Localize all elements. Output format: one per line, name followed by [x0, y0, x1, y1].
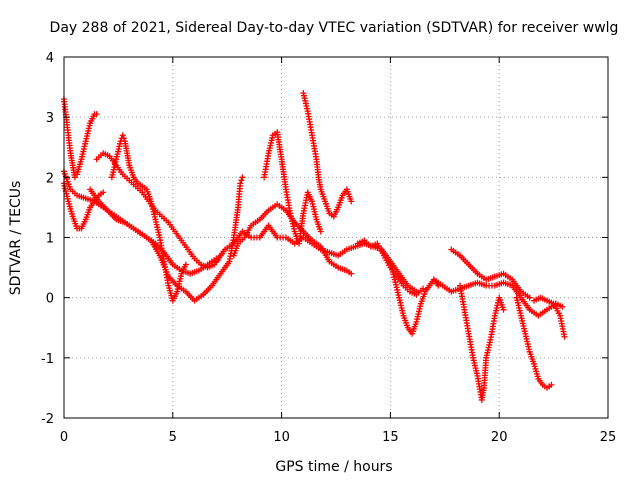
chart-title: Day 288 of 2021, Sidereal Day-to-day VTE…	[50, 20, 619, 36]
data-point	[317, 228, 324, 235]
data-point	[561, 333, 568, 340]
data-point	[239, 174, 246, 181]
series-track-1	[61, 96, 100, 181]
y-tick-label: 0	[46, 292, 54, 307]
series-track-9	[300, 90, 355, 220]
x-tick-label: 25	[600, 430, 617, 445]
y-tick-label: -1	[41, 352, 54, 367]
series-track-16	[513, 294, 555, 391]
x-tick-label: 10	[273, 430, 290, 445]
data-point	[238, 177, 245, 184]
data-point	[526, 294, 533, 301]
data-point	[100, 189, 107, 196]
data-point	[119, 132, 126, 139]
axis-ticks: 0 5 10 15 20 25 -2 -1 0 1 2 3 4	[41, 51, 616, 445]
x-axis-label: GPS time / hours	[275, 459, 392, 475]
data-markers	[61, 90, 568, 403]
y-tick-label: 3	[46, 111, 54, 126]
y-tick-label: 4	[46, 51, 54, 66]
series-track-15	[457, 282, 507, 403]
data-point	[120, 135, 127, 142]
x-tick-label: 5	[169, 430, 177, 445]
series-track-17	[531, 294, 568, 340]
series-track-6	[87, 174, 246, 304]
data-point	[182, 261, 189, 268]
series-track-10	[230, 201, 355, 277]
y-tick-label: 1	[46, 232, 54, 247]
data-point	[548, 381, 555, 388]
data-point	[500, 306, 507, 313]
x-tick-label: 15	[382, 430, 399, 445]
series-track-14	[448, 246, 533, 301]
y-tick-label: -2	[41, 412, 54, 427]
data-point	[420, 285, 427, 292]
data-point	[71, 174, 78, 181]
data-point	[93, 111, 100, 118]
y-tick-label: 2	[46, 171, 54, 186]
y-axis-label: SDTVAR / TECUs	[8, 181, 24, 296]
x-tick-label: 0	[60, 430, 68, 445]
series-track-5	[108, 132, 189, 304]
data-point	[348, 198, 355, 205]
x-tick-label: 20	[491, 430, 508, 445]
data-point	[237, 180, 244, 187]
data-point	[559, 303, 566, 310]
grid	[64, 57, 608, 418]
series-track-13	[430, 276, 566, 319]
data-point	[348, 270, 355, 277]
